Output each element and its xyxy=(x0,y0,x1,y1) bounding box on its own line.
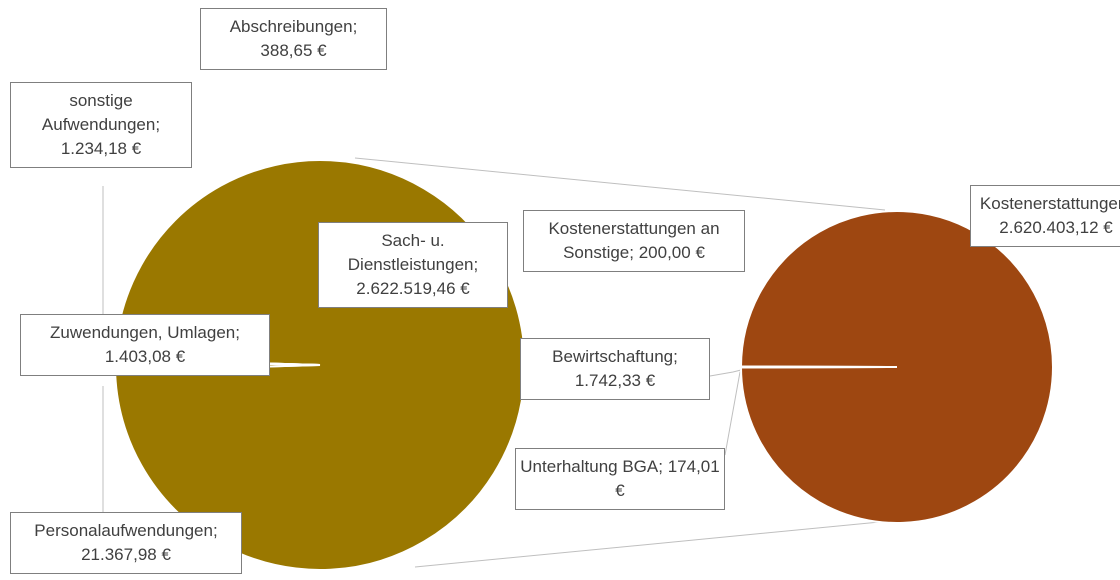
label-text: 388,65 € xyxy=(260,41,327,60)
label-text: Personalaufwendungen xyxy=(34,521,213,540)
label-text: ; xyxy=(352,17,358,36)
label-text: ; xyxy=(629,243,639,262)
data-label: Kostenerstattungen; 2.620.403,12 € xyxy=(970,185,1120,247)
data-label: Zuwendungen, Umlagen; 1.403,08 € xyxy=(20,314,270,376)
data-label: sonstige Aufwendungen; 1.234,18 € xyxy=(10,82,192,168)
label-text: 2.620.403,12 € xyxy=(999,218,1113,237)
label-text: 1.234,18 € xyxy=(60,139,142,158)
label-text: ; xyxy=(473,255,479,274)
connector-line xyxy=(354,157,886,211)
connector-line xyxy=(414,520,891,568)
label-text: sonstige Aufwendungen xyxy=(41,91,156,134)
label-text: ; xyxy=(212,521,218,540)
data-label: Kostenerstattungen an Sonstige; 200,00 € xyxy=(523,210,745,272)
label-text: ; xyxy=(658,457,668,476)
label-text: 200,00 € xyxy=(638,243,705,262)
label-text: ; xyxy=(235,323,240,342)
label-text: Kostenerstattungen an Sonstige xyxy=(548,219,720,262)
label-text: Zuwendungen, Umlagen xyxy=(50,323,236,342)
label-text: 1.403,08 € xyxy=(104,347,186,366)
data-label: Abschreibungen; 388,65 € xyxy=(200,8,387,70)
label-text: ; xyxy=(155,115,161,134)
label-text: 2.622.519,46 € xyxy=(356,279,470,298)
label-text: Kostenerstattungen xyxy=(979,194,1120,213)
data-label: Sach- u. Dienstleistungen; 2.622.519,46 … xyxy=(318,222,508,308)
label-text: ; xyxy=(673,347,678,366)
data-label: Bewirtschaftung; 1.742,33 € xyxy=(520,338,710,400)
label-text: 21.367,98 € xyxy=(81,545,171,564)
data-label: Personalaufwendungen; 21.367,98 € xyxy=(10,512,242,574)
label-text: 1.742,33 € xyxy=(574,371,656,390)
label-text: 174,01 € xyxy=(615,457,720,500)
label-text: Unterhaltung BGA xyxy=(520,457,659,476)
label-text: Bewirtschaftung xyxy=(552,347,674,366)
label-text: Sach- u. Dienstleistungen xyxy=(347,231,474,274)
data-label: Unterhaltung BGA; 174,01 € xyxy=(515,448,725,510)
pie-slice xyxy=(739,210,1054,524)
label-text: Abschreibungen xyxy=(229,17,353,36)
